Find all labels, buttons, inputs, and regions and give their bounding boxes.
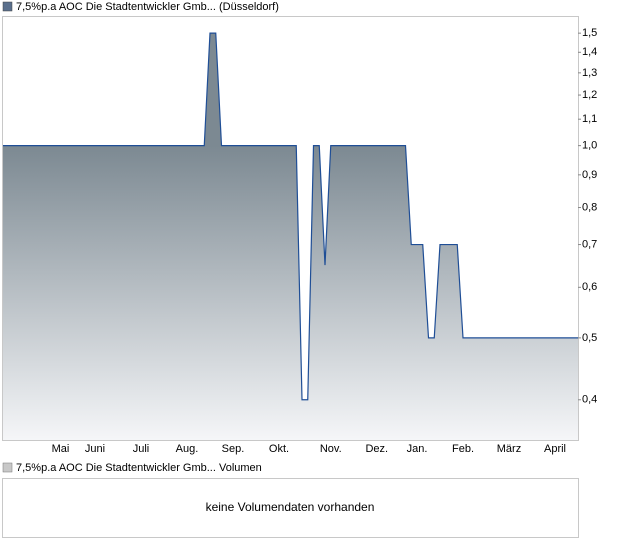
y-tick-label: 1,0: [582, 140, 597, 152]
y-tick-label: 1,1: [582, 113, 597, 125]
y-tick-label: 0,9: [582, 169, 597, 181]
y-tick-label: 1,5: [582, 27, 597, 39]
y-tick-label: 0,8: [582, 201, 597, 213]
volume-frame: [2, 478, 579, 538]
volume-legend: 7,5%p.a AOC Die Stadtentwickler Gmb... V…: [16, 462, 262, 474]
x-tick-label: Mai: [52, 443, 70, 455]
legend-swatch: [2, 1, 13, 12]
x-tick-label: Nov.: [320, 443, 342, 455]
y-tick-label: 0,6: [582, 281, 597, 293]
legend-swatch: [2, 462, 13, 473]
y-tick-label: 1,4: [582, 46, 597, 58]
y-tick-label: 0,4: [582, 394, 597, 406]
x-tick-label: Aug.: [176, 443, 199, 455]
y-tick-label: 1,3: [582, 67, 597, 79]
line: [3, 32, 578, 401]
x-tick-label: Juni: [85, 443, 105, 455]
x-tick-label: April: [544, 443, 566, 455]
x-tick-label: Juli: [133, 443, 150, 455]
y-tick-label: 0,7: [582, 238, 597, 250]
x-tick-label: Okt.: [269, 443, 289, 455]
y-tick-label: 1,2: [582, 89, 597, 101]
legend-label: 7,5%p.a AOC Die Stadtentwickler Gmb... (…: [16, 1, 279, 13]
x-tick-label: Feb.: [452, 443, 474, 455]
x-tick-label: März: [497, 443, 521, 455]
x-tick-label: Dez.: [365, 443, 388, 455]
volume-message: keine Volumendaten vorhanden: [206, 500, 375, 514]
x-tick-label: Sep.: [222, 443, 245, 455]
x-tick-label: Jan.: [407, 443, 428, 455]
y-tick-label: 0,5: [582, 332, 597, 344]
